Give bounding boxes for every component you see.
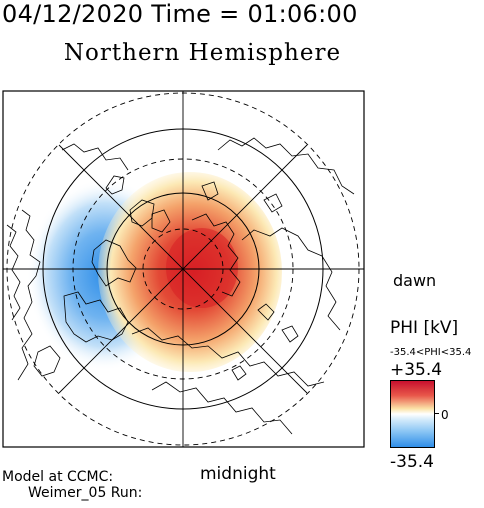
colorbar-zero-tick — [435, 413, 439, 414]
midnight-label: midnight — [200, 464, 276, 484]
polar-map — [2, 90, 365, 448]
colorbar-zero: 0 — [441, 408, 449, 422]
colorbar-max: +35.4 — [390, 360, 443, 380]
colorbar-title: PHI [kV] — [390, 318, 459, 338]
plot-title: Northern Hemisphere — [63, 40, 342, 66]
dawn-label: dawn — [393, 271, 437, 290]
colorbar — [390, 380, 435, 448]
datetime-header: 04/12/2020 Time = 01:06:00 — [2, 0, 358, 28]
meridian-lines — [3, 91, 364, 447]
colorbar-min: -35.4 — [390, 452, 434, 472]
run-label: Weimer_05 Run: — [28, 485, 143, 501]
colorbar-range: -35.4<PHI<35.4 — [390, 348, 472, 358]
model-label: Model at CCMC: — [2, 469, 114, 485]
coastlines — [6, 137, 355, 435]
positive-potential-core — [166, 228, 238, 308]
